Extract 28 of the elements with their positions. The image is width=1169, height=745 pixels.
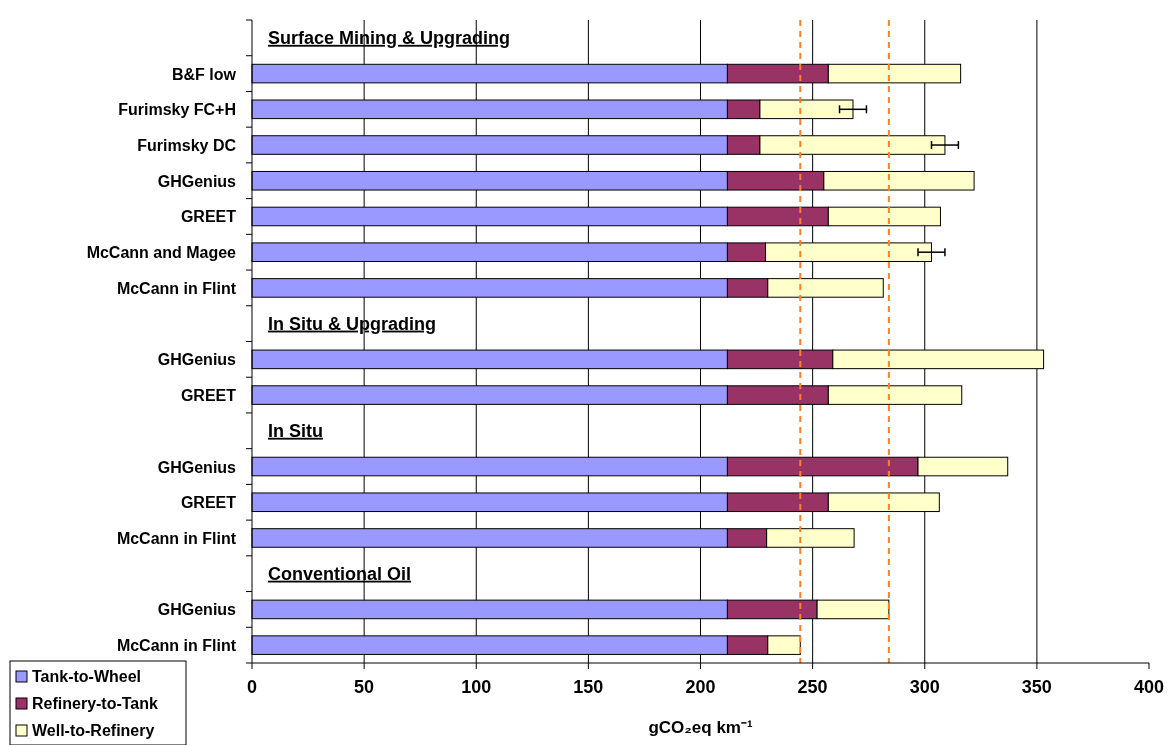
y-tick-label: Furimsky DC (137, 137, 237, 155)
y-tick-label: GREET (180, 387, 237, 405)
legend-label: Tank-to-Wheel (32, 668, 142, 685)
legend-label: Well-to-Refinery (32, 722, 155, 739)
y-tick-label: GREET (180, 208, 237, 226)
y-tick-label: GHGenius (157, 172, 237, 190)
x-tick-label: 0 (246, 677, 258, 697)
y-tick-label: GREET (180, 494, 237, 512)
y-tick-label: McCann in Flint (116, 279, 237, 297)
y-tick-label: McCann in Flint (116, 529, 237, 547)
x-axis-title: gCO₂eq km⁻¹ (648, 718, 753, 737)
y-tick-label: McCann and Magee (86, 244, 237, 262)
x-tick-label: 150 (573, 677, 604, 697)
x-tick-label: 400 (1133, 677, 1165, 697)
x-tick-label: 50 (354, 677, 375, 697)
annotation: In Situ (268, 420, 323, 441)
x-tick-label: 350 (1021, 677, 1052, 697)
x-tick-label: 100 (461, 677, 492, 697)
y-tick-label: GHGenius (157, 351, 237, 369)
y-tick-label: GHGenius (157, 601, 237, 619)
x-tick-label: 250 (797, 677, 828, 697)
y-tick-label: Furimsky FC+H (118, 101, 236, 119)
y-tick-label: McCann in Flint (116, 637, 237, 655)
y-tick-label: B&F low (172, 65, 237, 83)
x-tick-label: 200 (685, 677, 716, 697)
legend-label: Refinery-to-Tank (32, 695, 159, 712)
x-tick-label: 300 (909, 677, 940, 697)
y-tick-label: GHGenius (157, 458, 237, 476)
